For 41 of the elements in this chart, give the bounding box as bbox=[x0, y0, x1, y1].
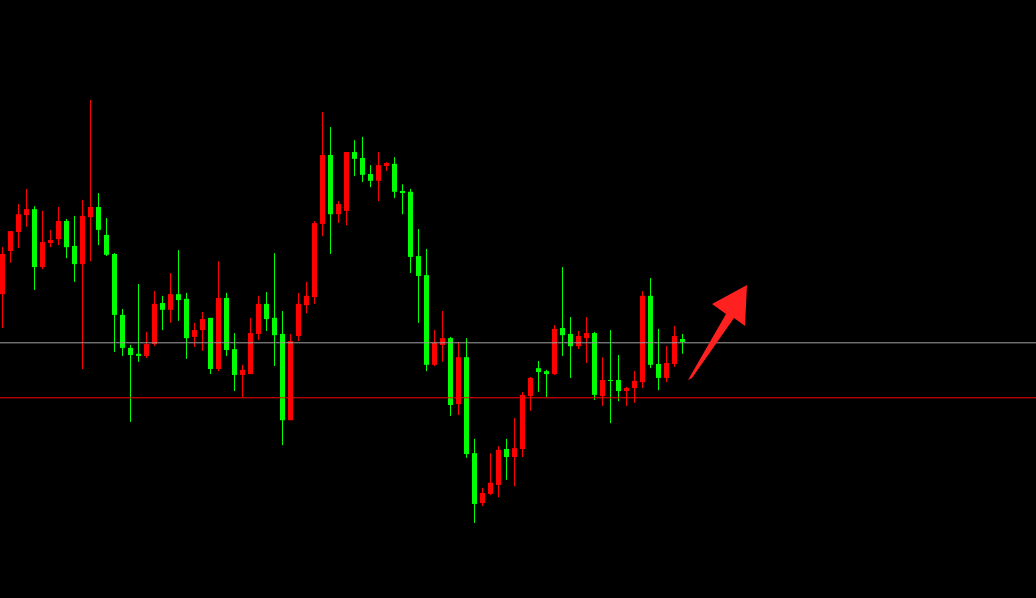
candlestick bbox=[160, 295, 165, 331]
candlestick bbox=[264, 291, 269, 332]
candlestick bbox=[664, 345, 669, 383]
candlestick bbox=[512, 417, 517, 487]
candlestick bbox=[616, 354, 621, 402]
candlestick bbox=[192, 322, 197, 348]
candlestick bbox=[56, 206, 61, 246]
candlestick bbox=[584, 316, 589, 364]
candlestick bbox=[608, 329, 613, 424]
candlestick bbox=[432, 329, 437, 367]
candlestick bbox=[568, 316, 573, 379]
candlestick bbox=[136, 283, 141, 363]
candlestick bbox=[336, 200, 341, 224]
candlestick bbox=[96, 192, 101, 246]
candlestick bbox=[488, 452, 493, 496]
candlestick bbox=[8, 230, 13, 264]
candlestick bbox=[176, 249, 181, 322]
candlestick bbox=[272, 252, 277, 367]
candlestick bbox=[400, 183, 405, 215]
candlestick bbox=[368, 164, 373, 188]
candlestick bbox=[656, 328, 661, 391]
candlestick bbox=[536, 360, 541, 393]
candlestick bbox=[128, 344, 133, 423]
candlestick bbox=[104, 217, 109, 257]
candlestick bbox=[16, 203, 21, 249]
candlestick bbox=[352, 139, 357, 177]
candlestick bbox=[168, 272, 173, 324]
candlestick bbox=[504, 438, 509, 481]
candlestick bbox=[480, 487, 485, 507]
candlestick bbox=[72, 215, 77, 283]
candlestick bbox=[680, 333, 685, 355]
candlestick bbox=[376, 151, 381, 202]
candlestick bbox=[416, 228, 421, 324]
candlestick bbox=[560, 266, 565, 357]
candlestick bbox=[88, 99, 93, 262]
candlestick bbox=[544, 369, 549, 398]
candlestick bbox=[304, 281, 309, 314]
candlestick bbox=[24, 188, 29, 228]
candlestick bbox=[360, 136, 365, 183]
candlestick bbox=[144, 331, 149, 359]
candlestick bbox=[200, 311, 205, 352]
